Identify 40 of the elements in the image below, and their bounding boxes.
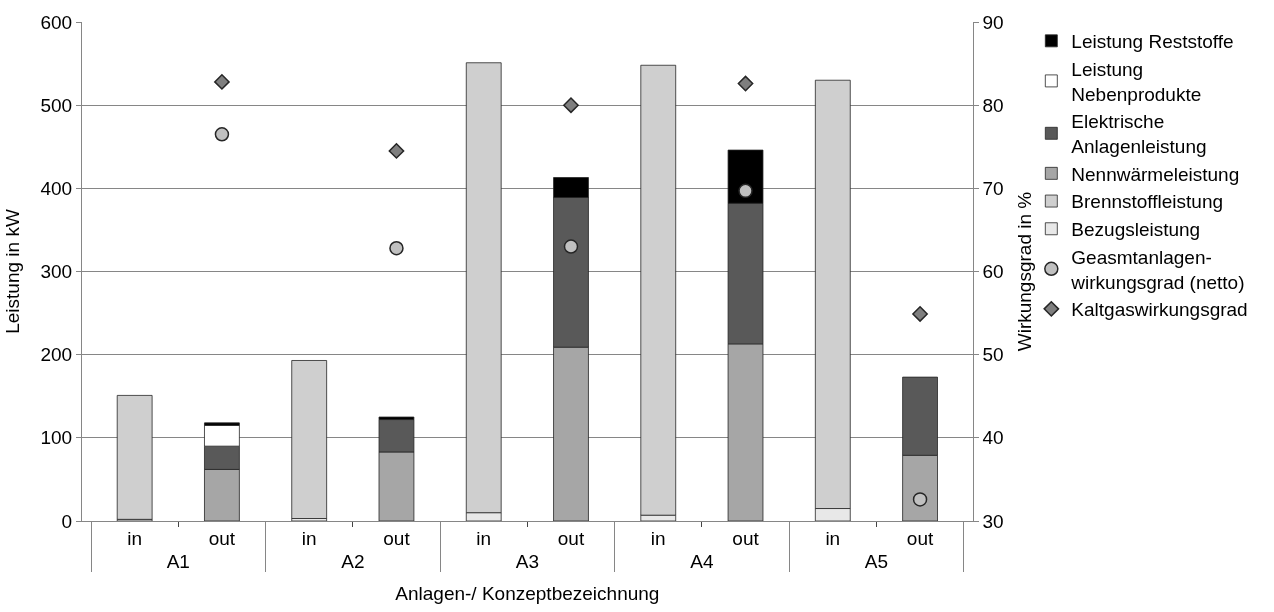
x-tick-label: out xyxy=(383,527,411,549)
y-tick-label: 600 xyxy=(40,11,73,33)
y2-tick-label: 40 xyxy=(982,427,1004,449)
y-tick-label: 200 xyxy=(40,344,73,366)
x-tick-label: in xyxy=(301,527,317,549)
text: A1 xyxy=(166,550,190,572)
y2-tick-label: 30 xyxy=(982,510,1004,532)
y-tick-label: 400 xyxy=(40,177,73,199)
text: A2 xyxy=(341,550,365,572)
legend-label: Nennwärmeleistung xyxy=(1071,163,1240,185)
text: A5 xyxy=(864,550,889,572)
x-tick-label: in xyxy=(650,527,666,549)
x-tick-label: in xyxy=(825,527,841,549)
x-tick-label: out xyxy=(906,527,934,549)
y2-tick-label: 50 xyxy=(982,344,1004,366)
text: A4 xyxy=(690,550,714,572)
x-axis-title: Anlagen-/ Konzeptbezeichnung xyxy=(395,582,660,604)
x-tick-label: out xyxy=(557,527,585,549)
y-axis-title: Leistung in kW xyxy=(2,209,24,334)
x-tick-label: out xyxy=(732,527,760,549)
legend-label: Elektrische Anlagenleistung xyxy=(1071,111,1207,158)
y2-tick-label: 60 xyxy=(982,261,1004,283)
y-tick-label: 500 xyxy=(40,94,73,116)
y-tick-label: 100 xyxy=(40,427,73,449)
legend-label: Kaltgaswirkungsgrad xyxy=(1071,299,1248,321)
legend-label: Bezugsleistung xyxy=(1071,219,1201,241)
legend-label: Leistung Nebenprodukte xyxy=(1071,58,1202,105)
y2-tick-label: 90 xyxy=(982,11,1004,33)
y2-tick-label: 70 xyxy=(982,177,1004,199)
legend-label: Leistung Reststoffe xyxy=(1071,31,1234,53)
y-tick-label: 300 xyxy=(40,261,73,283)
legend-label: Geasmtanlagen-wirkungsgrad (netto) xyxy=(1070,246,1245,293)
x-tick-label: in xyxy=(127,527,143,549)
y2-tick-label: 80 xyxy=(982,94,1004,116)
x-tick-label: out xyxy=(208,527,236,549)
y-tick-label: 0 xyxy=(61,510,73,532)
y2-axis-title: Wirkungsgrad in % xyxy=(1014,191,1036,352)
legend-label: Brennstoffleistung xyxy=(1071,191,1224,213)
x-tick-label: in xyxy=(476,527,492,549)
text: A3 xyxy=(515,550,539,572)
